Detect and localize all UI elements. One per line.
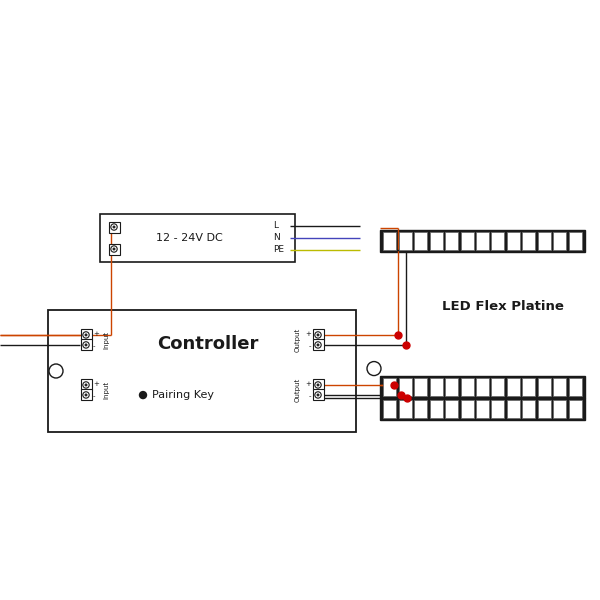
Bar — [109, 221, 119, 232]
Text: 12 - 24V DC: 12 - 24V DC — [157, 233, 223, 243]
Text: Input: Input — [103, 331, 109, 349]
Bar — [507, 232, 520, 250]
Bar — [380, 398, 585, 420]
Text: PE: PE — [273, 245, 284, 254]
Bar — [445, 232, 458, 250]
Text: Controller: Controller — [157, 335, 259, 353]
Bar — [461, 232, 473, 250]
Bar — [553, 378, 566, 396]
Circle shape — [315, 382, 321, 388]
Text: +: + — [305, 331, 311, 337]
Circle shape — [85, 384, 87, 386]
Bar — [430, 232, 443, 250]
Text: +: + — [93, 381, 99, 387]
Text: +: + — [305, 381, 311, 387]
Bar — [398, 378, 412, 396]
Bar — [380, 376, 585, 398]
Bar — [538, 378, 551, 396]
Bar — [553, 232, 566, 250]
Bar — [313, 379, 323, 391]
Bar — [461, 378, 473, 396]
Bar — [569, 400, 582, 418]
Circle shape — [317, 384, 319, 386]
Bar — [80, 389, 91, 400]
Bar — [491, 232, 505, 250]
Circle shape — [139, 392, 146, 398]
Bar — [380, 230, 585, 252]
Circle shape — [111, 246, 117, 252]
Bar — [523, 232, 535, 250]
Text: Pairing Key: Pairing Key — [152, 390, 214, 400]
Circle shape — [113, 226, 115, 228]
Circle shape — [111, 224, 117, 230]
Circle shape — [85, 394, 87, 396]
Text: L: L — [273, 221, 278, 230]
Circle shape — [315, 332, 321, 338]
Bar — [476, 400, 489, 418]
Circle shape — [83, 382, 89, 388]
Bar — [491, 378, 505, 396]
Bar — [313, 329, 323, 340]
Bar — [414, 400, 427, 418]
Bar — [109, 244, 119, 254]
Bar — [430, 378, 443, 396]
Circle shape — [317, 334, 319, 336]
Bar — [553, 400, 566, 418]
Bar — [507, 400, 520, 418]
Text: -: - — [93, 393, 95, 399]
Bar — [569, 378, 582, 396]
Bar — [80, 329, 91, 340]
Circle shape — [83, 342, 89, 348]
Bar — [476, 232, 489, 250]
Bar — [445, 400, 458, 418]
Bar — [445, 378, 458, 396]
Text: -: - — [93, 343, 95, 349]
Circle shape — [49, 364, 63, 378]
Circle shape — [317, 394, 319, 396]
Circle shape — [315, 392, 321, 398]
Text: -: - — [308, 393, 311, 399]
Bar — [430, 400, 443, 418]
Circle shape — [315, 342, 321, 348]
Text: LED Flex Platine: LED Flex Platine — [442, 299, 563, 313]
Bar — [100, 214, 295, 262]
Circle shape — [85, 344, 87, 346]
Circle shape — [113, 248, 115, 250]
Bar — [569, 232, 582, 250]
Bar — [383, 400, 396, 418]
Bar — [461, 400, 473, 418]
Bar — [538, 400, 551, 418]
Bar — [80, 379, 91, 391]
Bar — [414, 378, 427, 396]
Text: Input: Input — [103, 381, 109, 399]
Bar — [476, 378, 489, 396]
Circle shape — [83, 332, 89, 338]
Circle shape — [367, 362, 381, 376]
Bar — [383, 232, 396, 250]
Bar — [398, 400, 412, 418]
Bar — [491, 400, 505, 418]
Text: -: - — [308, 343, 311, 349]
Circle shape — [85, 334, 87, 336]
Bar — [523, 400, 535, 418]
Bar — [523, 378, 535, 396]
Circle shape — [317, 344, 319, 346]
Bar — [313, 340, 323, 350]
Bar — [507, 378, 520, 396]
Circle shape — [83, 392, 89, 398]
Bar — [48, 310, 356, 432]
Bar — [538, 232, 551, 250]
Bar — [313, 389, 323, 400]
Text: Output: Output — [295, 378, 301, 402]
Text: +: + — [93, 331, 99, 337]
Text: N: N — [273, 233, 280, 242]
Text: Output: Output — [295, 328, 301, 352]
Bar — [80, 340, 91, 350]
Bar — [398, 232, 412, 250]
Bar — [414, 232, 427, 250]
Bar — [383, 378, 396, 396]
